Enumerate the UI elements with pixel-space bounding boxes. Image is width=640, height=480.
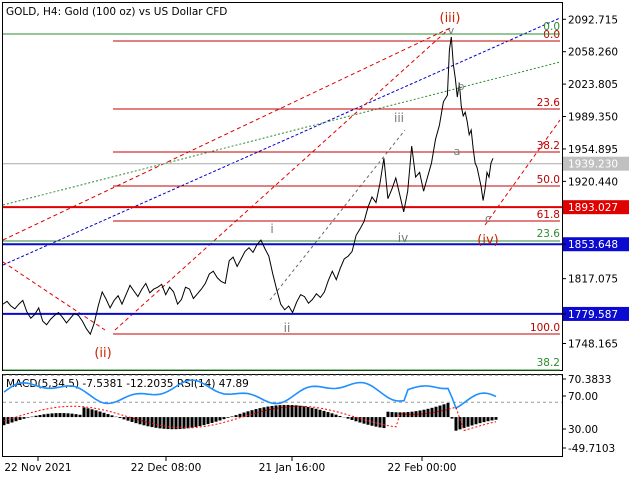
fib-level-label: 0.0 [543,29,560,41]
indicator-tick-label: 70.3833 [568,374,611,386]
wave-label-minor: ii [284,321,291,335]
price-series [2,36,494,336]
trend-line-red-upper [2,27,451,241]
wave-label-sub: v [448,24,455,37]
macd-rsi-indicator: MACD(5,34,5) -7.5381 -12.2035 RSI(14) 47… [2,374,615,455]
fib-green-label: 38.2 [537,357,560,369]
fib-green-label: 23.6 [537,228,561,240]
fibonacci-levels: 0.0 23.6 38.2 50.0 61.8 100.0 0.0 23.6 38.2 [3,21,561,371]
y-tick-label: 1817.075 [568,274,618,286]
time-axis: 22 Nov 2021 22 Dec 08:00 21 Jan 16:00 22 Fe… [4,457,456,474]
y-tick-label: 1954.895 [568,144,618,156]
trend-line-red-lower [114,27,451,331]
x-tick-label: 22 Feb 00:00 [388,462,457,474]
chart-title: GOLD, H4: Gold (100 oz) vs US Dollar CFD [6,6,227,18]
indicator-tick-label: 30.00 [568,424,598,436]
indicator-tick-label: 70.00 [568,391,598,403]
current-price-label: 1939.230 [568,159,618,171]
y-tick-label: 1920.440 [568,176,618,188]
price-level-tag-label: 1893.027 [568,202,618,214]
fib-green-label: 0.0 [543,21,560,33]
macd-signal-line [3,405,497,432]
wave-label-sub: c [485,212,491,225]
wave-label-minor: iii [394,111,404,125]
wave-label-major: (ii) [94,346,111,361]
wave-label-major: (iv) [477,233,498,248]
trend-line-blue [2,17,561,266]
y-tick-label: 1989.350 [568,112,618,124]
price-level-tag [563,306,629,321]
y-tick-label: 2058.260 [568,47,618,59]
y-tick-label: 1748.165 [568,338,618,350]
price-level-tag-label: 1853.648 [568,239,618,251]
x-tick-label: 22 Dec 08:00 [131,462,202,474]
fib-level-label: 61.8 [537,209,560,221]
fib-level-label: 50.0 [537,174,560,186]
x-tick-label: 22 Nov 2021 [4,462,71,474]
wave-label-minor: iv [398,231,408,245]
price-level-tag [563,200,629,215]
price-line [2,36,494,336]
x-tick-label: 21 Jan 16:00 [259,462,325,474]
fib-level-label: 100.0 [530,322,560,334]
indicator-tick-label: -49.7103 [568,443,615,455]
rsi-line [3,379,497,410]
y-tick-label: 2092.715 [568,14,618,26]
y-tick-label: 2023.805 [568,79,618,91]
wave-label-major: (iii) [440,11,461,26]
wave-label-sub: a [454,145,461,158]
fib-level-label: 38.2 [537,140,560,152]
fib-level-label: 23.6 [537,97,561,109]
wave-line-gray [269,129,406,301]
wave-label-minor: i [270,222,273,236]
price-level-tag [563,237,629,252]
price-level-tag-label: 1779.587 [568,309,618,321]
wave-label-sub: b [458,80,465,93]
price-axis: 2092.715 2058.260 2023.805 1989.350 1954.895… [562,14,618,350]
current-price-tag [563,156,629,171]
